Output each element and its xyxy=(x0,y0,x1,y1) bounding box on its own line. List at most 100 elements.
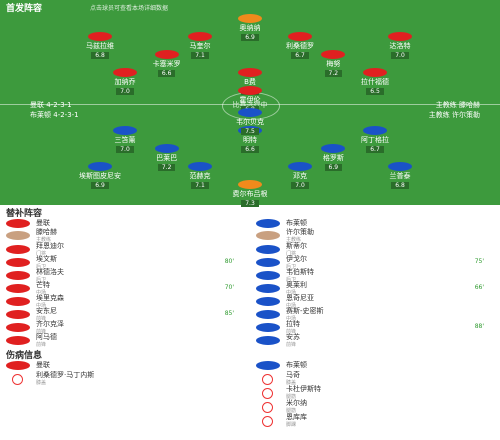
player[interactable]: 阿丁格拉 6.7 xyxy=(340,126,410,153)
player[interactable]: 马兹拉维 6.8 xyxy=(65,32,135,59)
player-rating: 7.1 xyxy=(191,182,209,189)
coach-label: 主教练 xyxy=(36,237,52,243)
sub-position: 前锋 xyxy=(36,329,47,335)
sub-icon xyxy=(256,323,280,332)
team-logo xyxy=(256,219,280,228)
player-rating: 6.8 xyxy=(391,182,409,189)
player[interactable]: 利桑德罗 6.7 xyxy=(265,32,335,59)
team-name: 布莱顿 xyxy=(286,361,307,369)
player-icon xyxy=(88,32,112,41)
sub-row[interactable]: 安苏 前锋 xyxy=(250,334,490,348)
player[interactable]: 加纳乔 7.0 xyxy=(90,68,160,95)
injury-icon xyxy=(12,374,23,385)
sub-icon xyxy=(256,297,280,306)
sub-row[interactable]: 埃里克森 中场 xyxy=(0,295,240,309)
player-name: 格罗斯 xyxy=(322,154,344,162)
player[interactable]: 卡塞米罗 6.6 xyxy=(132,50,202,77)
sub-name: 奥莱利 xyxy=(286,281,307,289)
player[interactable]: 梅努 7.2 xyxy=(298,50,368,77)
sub-name: 恩奇尼亚 xyxy=(286,294,314,302)
sub-row[interactable]: 埃文斯 后卫 80' xyxy=(0,256,240,270)
player-rating: 6.6 xyxy=(241,146,259,153)
player[interactable]: 奥纳纳 6.9 xyxy=(215,14,285,41)
match-status: 比赛进行中 xyxy=(232,101,268,109)
player-name: 埃斯图皮尼安 xyxy=(79,172,121,180)
player-rating: 6.8 xyxy=(91,52,109,59)
injury-reason: 腿筋 xyxy=(286,394,297,400)
injury-icon xyxy=(262,388,273,399)
player[interactable]: 拉什福德 6.5 xyxy=(340,68,410,95)
coach-name: 许尔策勒 xyxy=(286,228,314,236)
away-formation: 布莱顿 4-2-3-1 xyxy=(30,110,79,120)
player-name: 邓克 xyxy=(293,172,307,180)
sub-row[interactable]: 赛斯-史密斯 中场 xyxy=(250,308,490,322)
injury-icon xyxy=(262,416,273,427)
injury-name: 恩库库 xyxy=(286,413,307,421)
sub-name: 韦伯斯特 xyxy=(286,268,314,276)
sub-icon xyxy=(256,284,280,293)
sub-row[interactable]: 林德洛夫 后卫 xyxy=(0,269,240,283)
sub-row[interactable]: 拉特 前锋 88' xyxy=(250,321,490,335)
sub-row[interactable]: 齐尔克泽 前锋 xyxy=(0,320,240,335)
player-icon xyxy=(113,126,137,135)
coach-row: 滕哈赫 主教练 xyxy=(0,228,240,243)
player-rating: 7.3 xyxy=(241,200,259,207)
sub-icon xyxy=(6,258,30,267)
sub-row[interactable]: 韦伯斯特 后卫 xyxy=(250,268,490,283)
player[interactable]: 邓克 7.0 xyxy=(265,162,335,189)
pitch: 比赛进行中 首发阵容 点击球员可查看本场详细数据 曼联 4-2-3-1 布莱顿 … xyxy=(0,0,500,207)
sub-row[interactable]: 伊戈尔 后卫 75' xyxy=(250,256,490,270)
player[interactable]: 韦尔贝克 7.5 xyxy=(215,108,285,135)
player-icon xyxy=(363,126,387,135)
player[interactable]: 达洛特 7.0 xyxy=(365,32,435,59)
sub-row[interactable]: 斯蒂尔 门将 xyxy=(250,243,490,257)
injury-reason: 膝盖 xyxy=(36,380,47,386)
sub-row[interactable]: 奥莱利 中场 66' xyxy=(250,281,490,296)
player-icon xyxy=(321,50,346,59)
injury-row: 利桑德罗·马丁内斯 膝盖 xyxy=(0,371,240,386)
injury-name: 米尔纳 xyxy=(286,399,307,407)
player-icon xyxy=(188,162,212,171)
sub-position: 前锋 xyxy=(36,316,47,322)
player[interactable]: 格罗斯 6.9 xyxy=(298,144,368,171)
sub-event: 70' xyxy=(224,284,234,291)
sub-name: 齐尔克泽 xyxy=(36,320,64,328)
player[interactable]: 费尔布吕根 7.3 xyxy=(215,180,285,207)
sub-icon xyxy=(256,245,280,254)
player-rating: 6.9 xyxy=(91,182,109,189)
player[interactable]: 巴莱巴 7.2 xyxy=(132,144,202,171)
injury-reason: 膝盖 xyxy=(286,380,297,386)
subtitle: 点击球员可查看本场详细数据 xyxy=(90,5,169,12)
sub-name: 芒特 xyxy=(36,281,50,289)
player-name: 利桑德罗 xyxy=(286,42,314,50)
player-icon xyxy=(113,68,137,77)
player-name: 马兹拉维 xyxy=(86,42,114,50)
injury-row: 恩库库 脚踝 xyxy=(250,413,490,428)
sub-row[interactable]: 拜恩迪尔 门将 xyxy=(0,243,240,257)
sub-row[interactable]: 恩奇尼亚 中场 xyxy=(250,294,490,309)
player-icon xyxy=(321,144,346,153)
coach-name: 滕哈赫 xyxy=(36,228,57,236)
sub-event: 75' xyxy=(474,258,484,265)
player-icon xyxy=(238,86,262,95)
sub-row[interactable]: 安东尼 前锋 85' xyxy=(0,308,240,322)
player-icon xyxy=(288,162,312,171)
sub-icon xyxy=(6,297,30,306)
injury-team: 布莱顿 xyxy=(250,359,490,372)
sub-row[interactable]: 阿马德 前锋 xyxy=(0,334,240,348)
player[interactable]: 范赫克 7.1 xyxy=(165,162,235,189)
player-name: 拉什福德 xyxy=(361,78,389,86)
sub-row[interactable]: 芒特 中场 70' xyxy=(0,281,240,296)
home-formation: 曼联 4-2-3-1 xyxy=(30,100,72,110)
player[interactable]: 埃斯图皮尼安 6.9 xyxy=(65,162,135,189)
injury-reason: 腿筋 xyxy=(286,408,297,414)
player-name: 梅努 xyxy=(326,60,341,68)
player[interactable]: 三笘薰 7.0 xyxy=(90,126,160,153)
player-rating: 7.0 xyxy=(291,182,309,189)
injury-row: 米尔纳 腿筋 xyxy=(250,399,490,414)
player[interactable]: 兰普泰 6.8 xyxy=(365,162,435,189)
player-rating: 6.9 xyxy=(241,34,259,41)
player[interactable]: 马奎尔 7.1 xyxy=(165,32,235,59)
player-icon xyxy=(388,162,412,171)
injury-name: 利桑德罗·马丁内斯 xyxy=(36,371,95,379)
